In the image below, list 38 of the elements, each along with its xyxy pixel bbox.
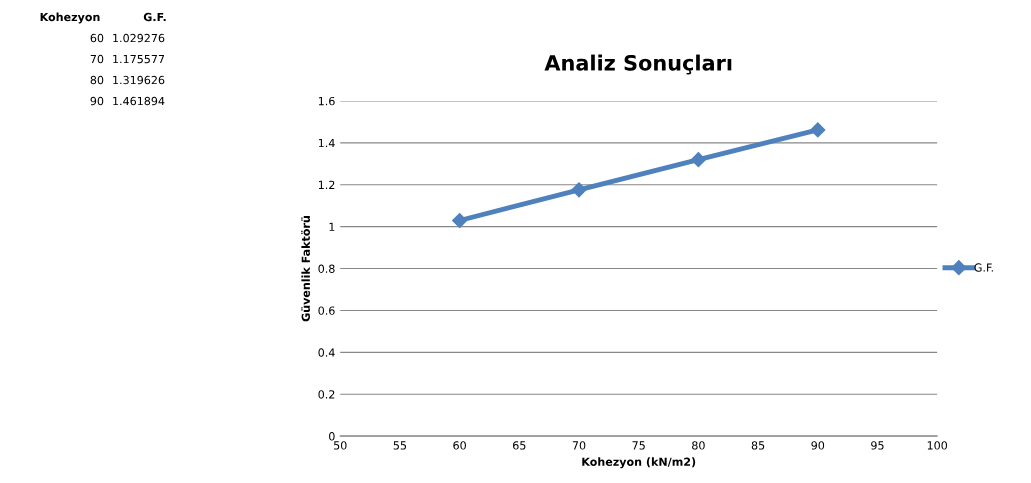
y-axis-title: Güvenlik Faktörü: [301, 216, 310, 322]
x-tick-label: 70: [572, 441, 586, 450]
x-tick-label: 85: [751, 441, 765, 450]
x-tick-label: 80: [692, 441, 705, 450]
text: G.F.: [143, 12, 166, 22]
y-tick-label: 1.6: [318, 96, 335, 106]
y-tick-label: 0.6: [318, 306, 335, 315]
text: 1.461894: [113, 96, 165, 106]
x-tick-label: 95: [871, 441, 884, 450]
x-tick-label: 90: [811, 441, 825, 450]
x-tick-label: 100: [927, 441, 948, 450]
y-tick-label: 0: [329, 432, 335, 441]
x-tick-label: 60: [453, 441, 466, 450]
point: [452, 212, 468, 229]
x-tick-label: 65: [513, 441, 526, 450]
x-tick-label: 55: [393, 441, 407, 450]
y-tick-label: 0.8: [318, 264, 335, 273]
text: 60: [90, 33, 104, 43]
text: Kohezyon: [40, 12, 100, 24]
y-tick-label: 1.2: [318, 180, 335, 189]
x-tick-label: 50: [334, 441, 347, 450]
text: 1.175577: [113, 54, 165, 64]
point: [810, 122, 826, 138]
y-tick-label: 1: [329, 222, 335, 231]
y-tick-label: 0.2: [318, 390, 335, 399]
chart-title: Analiz Sonuçları: [544, 54, 732, 75]
point: [571, 182, 587, 198]
x-tick-label: 75: [632, 441, 645, 450]
text: 80: [90, 75, 104, 85]
x-axis-title: Kohezyon (kN/m2): [582, 457, 696, 469]
y-tick-label: 0.4: [318, 348, 335, 357]
text: 1.029276: [113, 33, 165, 43]
legend-label: G.F.: [974, 263, 993, 272]
y-tick-label: 1.4: [318, 138, 335, 148]
text: 1.319626: [113, 75, 165, 85]
point: [690, 152, 706, 168]
text: 90: [90, 96, 104, 106]
text: 70: [90, 54, 104, 64]
